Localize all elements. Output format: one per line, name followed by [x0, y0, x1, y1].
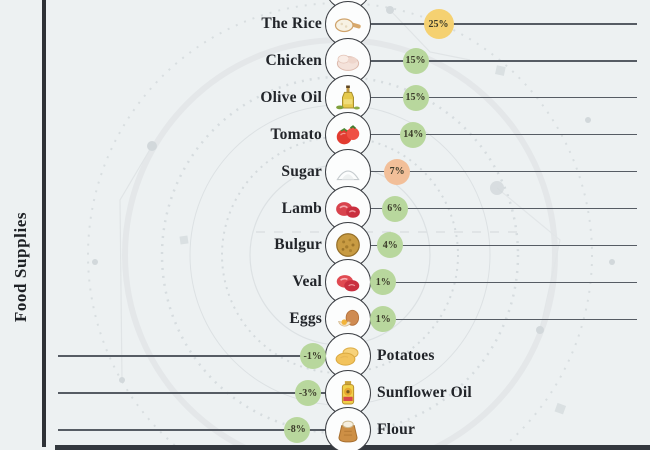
item-label: Lamb: [281, 199, 322, 217]
veal-meat-icon: [336, 275, 360, 292]
value-badge: 15%: [402, 47, 429, 74]
olive-oil-bottle-icon: [336, 85, 360, 110]
item-label: Bulgur: [274, 236, 322, 254]
value-badge: 1%: [370, 269, 397, 296]
connector-line: [369, 207, 637, 210]
value-badge: 15%: [402, 84, 429, 111]
eggs-icon: [338, 310, 360, 327]
connector-line: [369, 134, 637, 136]
value-badge: 1%: [370, 306, 397, 333]
bulgur-grain-icon: [336, 233, 360, 258]
tomato-icon: [336, 124, 360, 145]
y-axis-label: Food Supplies: [11, 211, 30, 323]
item-label: Eggs: [289, 310, 322, 328]
lamb-meat-icon: [336, 201, 360, 218]
sunflower-oil-bottle-icon: [341, 381, 355, 405]
value-badge: 6%: [381, 195, 408, 222]
connector-line: [369, 170, 637, 173]
item-circle: [325, 111, 371, 158]
item-circle: [325, 333, 371, 380]
value-badge: -3%: [295, 380, 322, 406]
value-badge: 7%: [384, 158, 411, 185]
value-badge: 25%: [423, 9, 454, 39]
item-label: Veal: [292, 273, 322, 291]
value-badge: 4%: [377, 232, 404, 259]
potatoes-icon: [335, 347, 359, 366]
item-label: The Rice: [261, 15, 322, 32]
connector-line: [58, 429, 327, 431]
connector-line: [369, 244, 637, 247]
flour-sack-icon: [338, 420, 358, 443]
item-label: Flour: [377, 420, 416, 438]
connector-line: [369, 281, 637, 283]
value-badge: -1%: [299, 343, 326, 370]
y-axis-line: [42, 0, 46, 447]
item-label: Chicken: [265, 51, 322, 69]
item-label: Sugar: [281, 162, 322, 180]
rice-spoon-icon: [334, 18, 361, 33]
item-circle: [325, 222, 371, 269]
connector-line: [58, 355, 327, 357]
sugar-pile-icon: [336, 170, 360, 180]
item-label: Sunflower Oil: [377, 384, 472, 401]
connector-line: [58, 392, 327, 394]
item-circle: [325, 406, 371, 450]
connector-line: [369, 23, 637, 25]
item-label: Tomato: [270, 125, 322, 143]
value-badge: 14%: [400, 121, 427, 148]
value-badge: -8%: [283, 416, 310, 443]
raw-chicken-icon: [336, 54, 360, 71]
item-label: Potatoes: [377, 347, 435, 365]
connector-line: [369, 60, 637, 62]
connector-line: [369, 97, 637, 99]
item-circle: [325, 1, 371, 47]
connector-line: [369, 318, 637, 320]
item-label: Olive Oil: [260, 88, 322, 106]
